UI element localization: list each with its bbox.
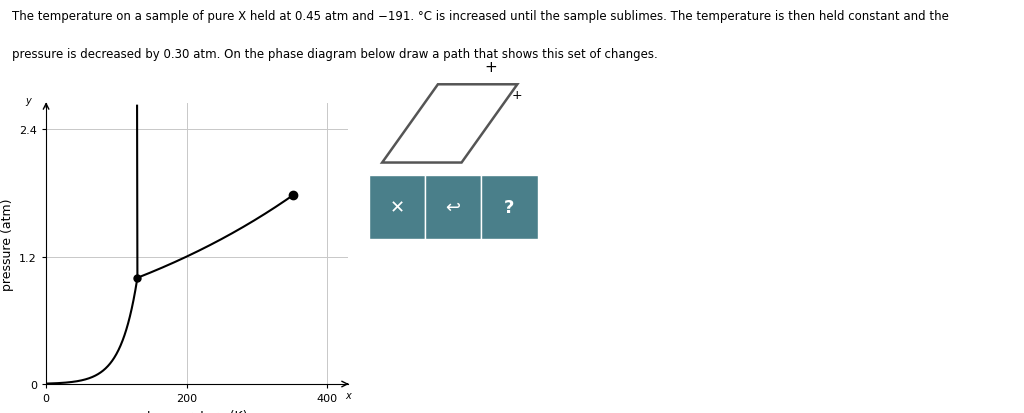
Text: y: y bbox=[26, 95, 32, 105]
Text: The temperature on a sample of pure X held at 0.45 atm and −191. °C is increased: The temperature on a sample of pure X he… bbox=[12, 10, 949, 23]
FancyBboxPatch shape bbox=[481, 176, 538, 240]
FancyBboxPatch shape bbox=[369, 176, 425, 240]
FancyBboxPatch shape bbox=[425, 176, 481, 240]
Text: ↩: ↩ bbox=[445, 199, 461, 216]
Text: ✕: ✕ bbox=[389, 199, 404, 216]
Text: ?: ? bbox=[504, 199, 515, 216]
Text: pressure is decreased by 0.30 atm. On the phase diagram below draw a path that s: pressure is decreased by 0.30 atm. On th… bbox=[12, 47, 658, 60]
Text: +: + bbox=[484, 60, 497, 75]
Text: x: x bbox=[345, 390, 351, 400]
X-axis label: temperature (K): temperature (K) bbox=[146, 408, 248, 413]
Text: +: + bbox=[512, 88, 522, 102]
Y-axis label: pressure (atm): pressure (atm) bbox=[1, 197, 13, 290]
